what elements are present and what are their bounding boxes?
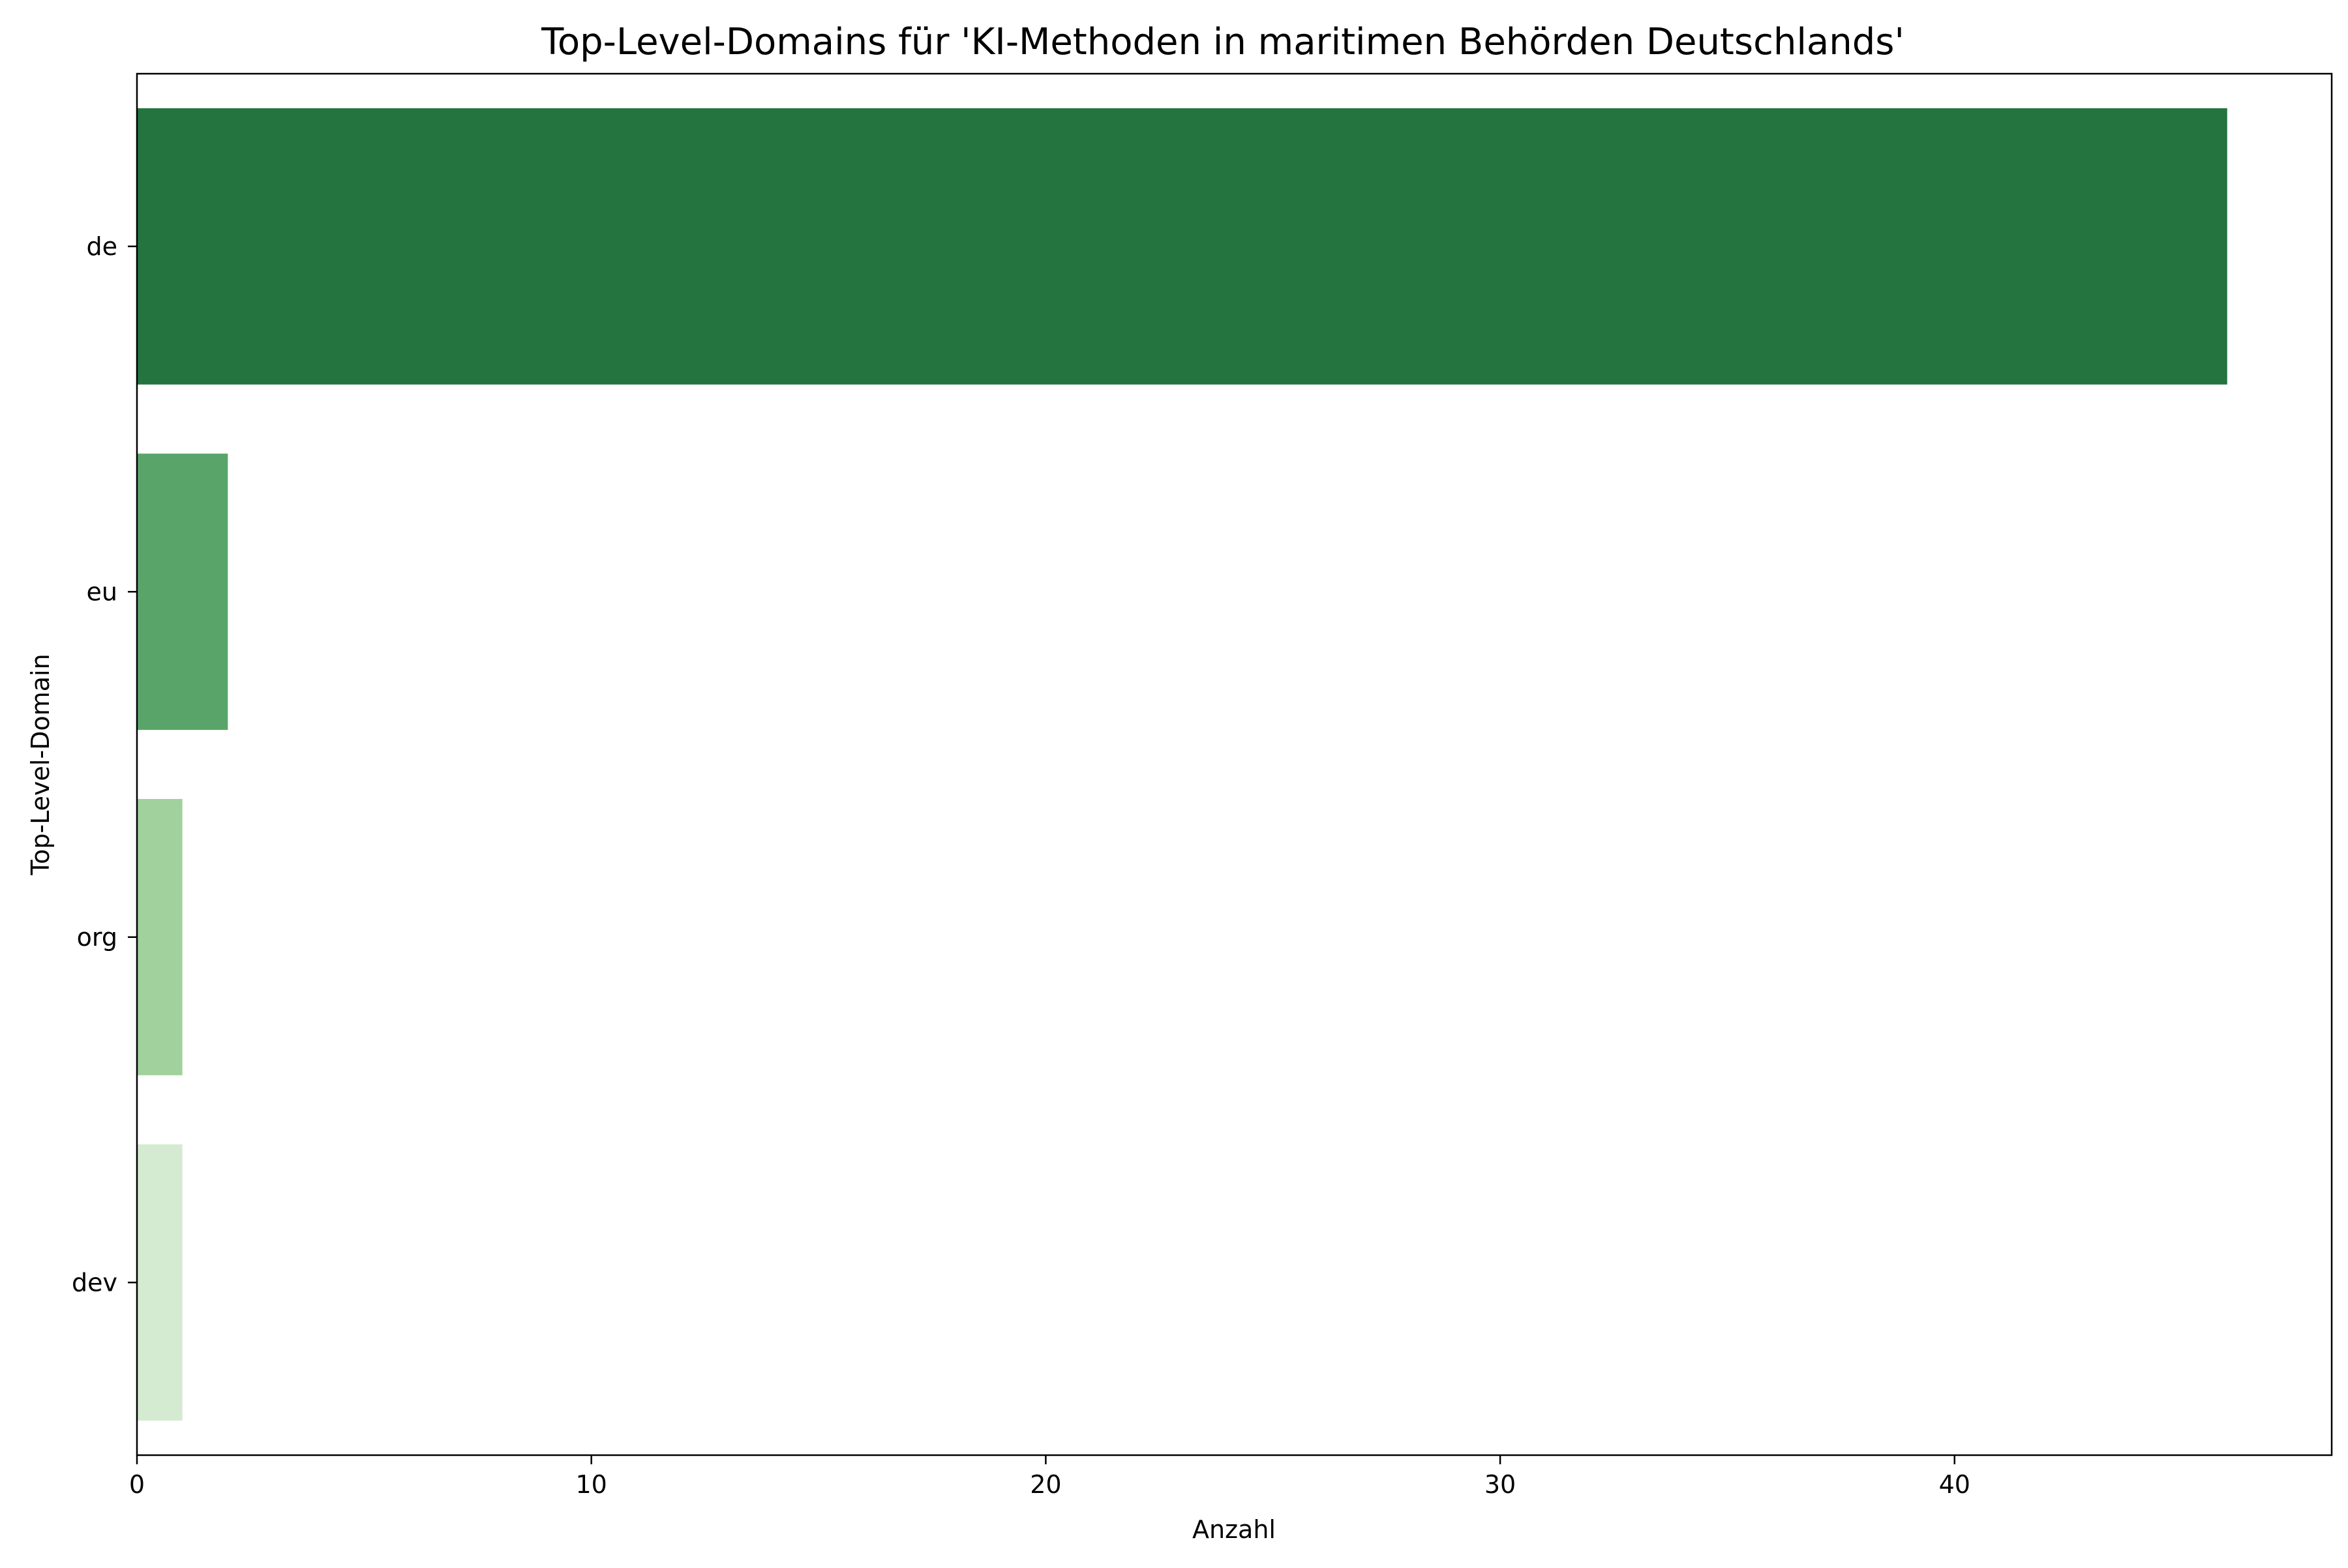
x-axis: 0 10 20 30 40 <box>129 1455 1970 1499</box>
x-tick-label-10: 10 <box>576 1470 607 1499</box>
bar-org <box>137 798 183 1076</box>
bar-eu <box>137 453 228 731</box>
y-tick-label-org: org <box>77 923 117 952</box>
y-axis: de eu org dev <box>72 232 137 1297</box>
y-tick-label-eu: eu <box>87 577 117 606</box>
plot-frame <box>136 72 2333 1456</box>
y-tick-label-dev: dev <box>72 1268 117 1297</box>
y-tick-label-de: de <box>87 232 118 261</box>
bars-group <box>137 108 2227 1421</box>
x-tick-label-40: 40 <box>1939 1470 1970 1499</box>
y-axis-label: Top-Level-Domain <box>26 654 55 875</box>
bar-de <box>137 108 2227 385</box>
x-tick-label-0: 0 <box>129 1470 145 1499</box>
bar-dev <box>137 1144 183 1421</box>
x-tick-label-20: 20 <box>1030 1470 1061 1499</box>
chart-title: Top-Level-Domains für 'KI-Methoden in ma… <box>541 21 1904 63</box>
x-axis-label: Anzahl <box>1192 1515 1276 1544</box>
x-tick-label-30: 30 <box>1484 1470 1516 1499</box>
